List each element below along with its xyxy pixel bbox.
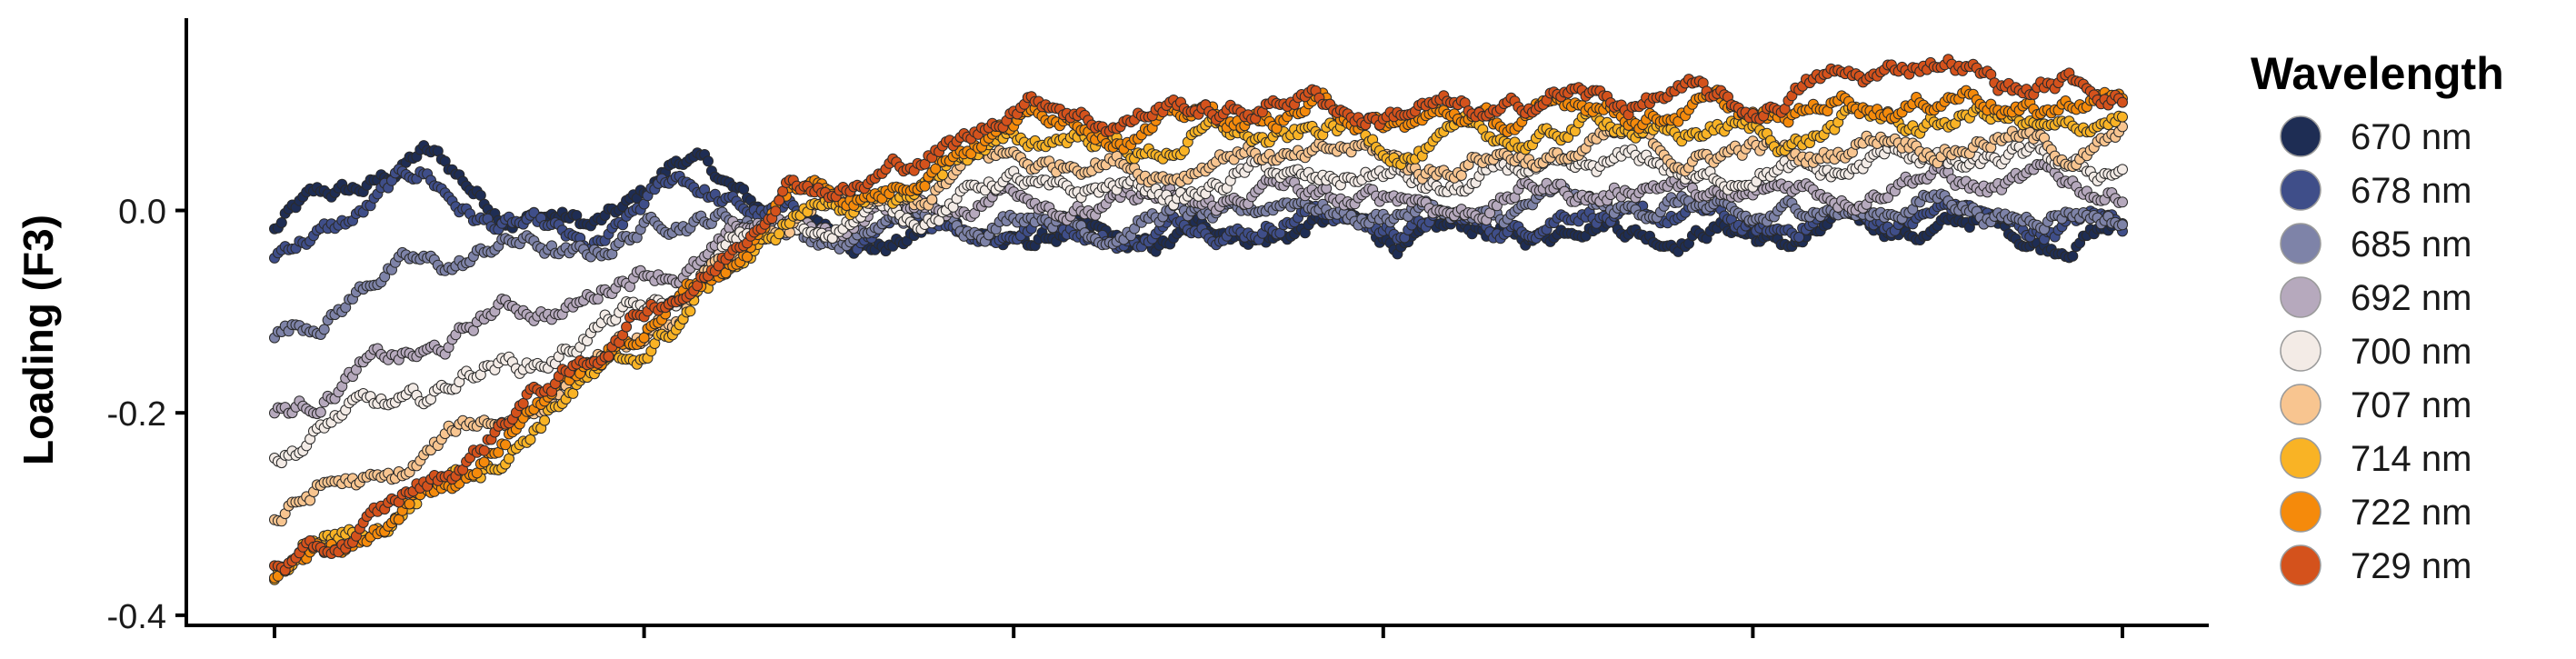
legend-entry: 685 nm bbox=[2280, 223, 2471, 265]
data-point bbox=[2067, 250, 2079, 262]
legend-entry: 700 nm bbox=[2280, 330, 2471, 372]
data-point bbox=[404, 498, 415, 510]
legend-entry: 729 nm bbox=[2280, 544, 2471, 586]
data-point bbox=[517, 397, 529, 409]
legend-label: 722 nm bbox=[2351, 493, 2471, 533]
legend-label: 692 nm bbox=[2351, 278, 2471, 318]
data-point bbox=[500, 439, 512, 451]
legend-title: Wavelength bbox=[2251, 48, 2504, 99]
y-tick-label: 0.0 bbox=[118, 194, 166, 232]
data-point bbox=[774, 228, 785, 240]
legend-entry: 707 nm bbox=[2280, 384, 2471, 425]
data-point bbox=[539, 414, 551, 426]
legend-swatch bbox=[2280, 544, 2321, 586]
data-point bbox=[2117, 219, 2128, 231]
legend-entry: 722 nm bbox=[2280, 491, 2471, 533]
data-point bbox=[2117, 164, 2128, 175]
data-point bbox=[926, 194, 938, 205]
y-ticks: -0.4 -0.2 0.0 bbox=[107, 194, 186, 636]
legend-swatch bbox=[2280, 169, 2321, 211]
data-point bbox=[478, 456, 490, 468]
legend: Wavelength 670 nm 678 nm 685 nm 692 nm 700 n… bbox=[2251, 48, 2504, 586]
y-tick-label: -0.2 bbox=[107, 395, 166, 434]
legend-label: 670 nm bbox=[2351, 117, 2471, 157]
data-point bbox=[2117, 111, 2128, 123]
series-707-nm bbox=[269, 121, 2128, 527]
data-point bbox=[684, 305, 696, 317]
data-point bbox=[603, 351, 614, 363]
data-point bbox=[315, 406, 326, 418]
legend-swatch bbox=[2280, 223, 2321, 265]
data-point bbox=[478, 444, 490, 456]
y-tick-label: -0.4 bbox=[107, 598, 166, 636]
legend-label: 729 nm bbox=[2351, 546, 2471, 586]
data-point bbox=[770, 205, 782, 217]
legend-swatch bbox=[2280, 384, 2321, 425]
data-point bbox=[1455, 170, 1467, 181]
data-point bbox=[2117, 96, 2128, 108]
legend-label: 714 nm bbox=[2351, 439, 2471, 479]
legend-label: 707 nm bbox=[2351, 385, 2471, 425]
legend-label: 700 nm bbox=[2351, 332, 2471, 372]
data-point bbox=[638, 332, 650, 344]
data-point bbox=[524, 434, 536, 445]
legend-swatch bbox=[2280, 491, 2321, 533]
data-point bbox=[703, 155, 714, 167]
legend-entry: 714 nm bbox=[2280, 437, 2471, 479]
legend-swatch bbox=[2280, 437, 2321, 479]
legend-entry: 692 nm bbox=[2280, 276, 2471, 318]
data-point bbox=[318, 324, 330, 335]
data-point bbox=[621, 321, 633, 333]
data-point bbox=[275, 217, 287, 228]
legend-entry: 670 nm bbox=[2280, 115, 2471, 157]
legend-swatch bbox=[2280, 115, 2321, 157]
data-point bbox=[919, 180, 931, 192]
data-point bbox=[774, 195, 785, 206]
legend-label: 685 nm bbox=[2351, 225, 2471, 265]
x-ticks bbox=[273, 625, 2124, 638]
data-point bbox=[2117, 196, 2128, 208]
data-point bbox=[742, 251, 753, 263]
legend-label: 678 nm bbox=[2351, 171, 2471, 211]
legend-swatch bbox=[2280, 330, 2321, 372]
y-axis-label: Loading (F3) bbox=[15, 215, 62, 465]
legend-entry: 678 nm bbox=[2280, 169, 2471, 211]
legend-entries: 670 nm 678 nm 685 nm 692 nm 700 nm 707 nm 714 … bbox=[2280, 115, 2471, 586]
data-points bbox=[269, 54, 2128, 585]
data-point bbox=[471, 467, 483, 479]
legend-swatch bbox=[2280, 276, 2321, 318]
